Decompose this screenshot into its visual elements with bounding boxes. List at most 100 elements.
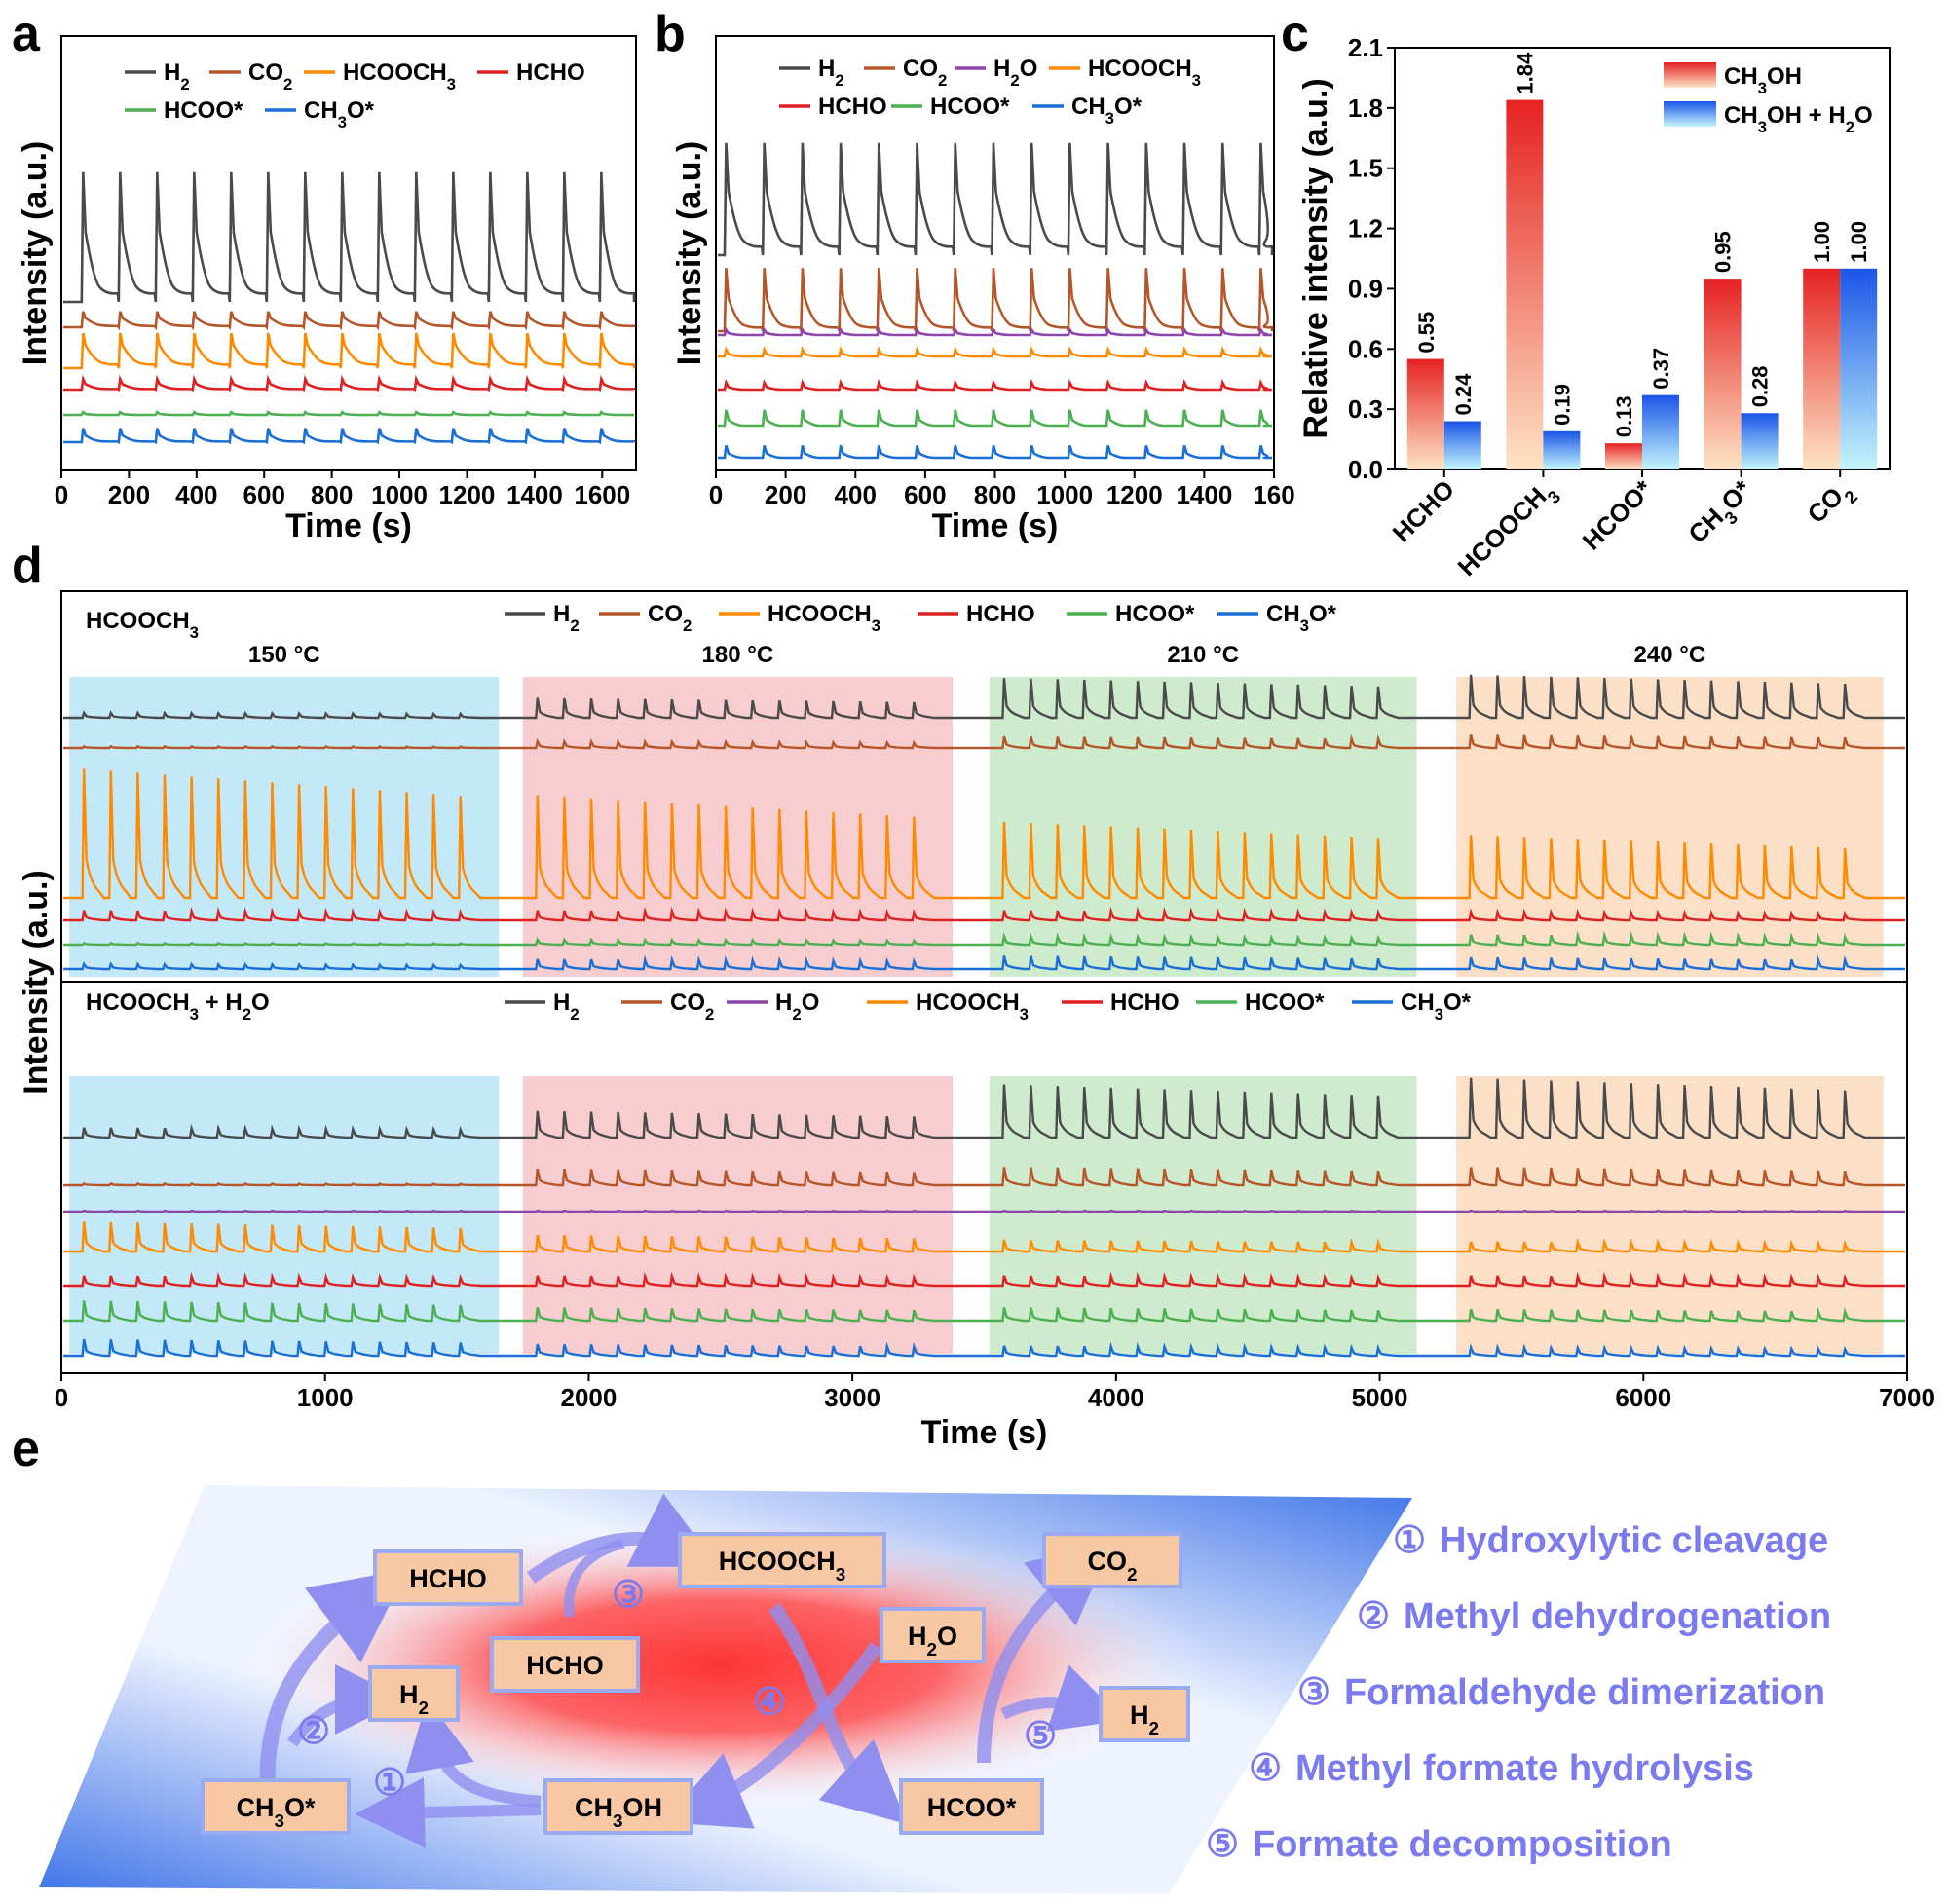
species-label: H2	[1130, 1700, 1159, 1739]
x-tick-label: 400	[835, 480, 877, 509]
legend-swatch	[1664, 62, 1716, 88]
temperature-label: 210 °C	[1167, 642, 1239, 668]
species-box	[373, 1549, 523, 1606]
x-tick-label: 1000	[1036, 480, 1093, 509]
bar-ch3oh-h2o	[1840, 268, 1878, 469]
x-axis-title: Time (s)	[921, 1414, 1048, 1451]
panel-label-d: d	[12, 538, 43, 594]
legend-label: CH3O*	[304, 97, 375, 131]
x-tick-label: 1400	[506, 480, 563, 509]
series-line-hcooch3	[63, 768, 1905, 900]
legend-label: HCOO*	[930, 93, 1010, 120]
x-tick-label: 160	[1253, 480, 1294, 509]
series-line-h2o	[718, 326, 1272, 337]
x-tick-label: 400	[175, 480, 217, 509]
legend-swatch	[1664, 101, 1716, 127]
bar-value-label: 1.84	[1513, 52, 1537, 94]
step-4-marker: ④	[753, 1682, 786, 1723]
legend-label: H2O	[993, 56, 1037, 90]
chart-b: 0 200 400 600 800 1000 1200 1400 160 Time (s) Inte…	[671, 35, 1295, 544]
x-tick-label: 4000	[1088, 1383, 1144, 1412]
panel-label-e: e	[12, 1421, 40, 1477]
series-line-h2	[63, 1077, 1905, 1139]
category-label: CH3O*	[1682, 473, 1763, 554]
temperature-label: 180 °C	[702, 642, 774, 668]
x-tick-label: 200	[108, 480, 150, 509]
step-5-marker: ⑤	[1024, 1716, 1057, 1757]
legend-label: HCOOCH3	[768, 601, 880, 635]
legend-label: CO2	[903, 56, 947, 90]
y-axis-title: Intensity (a.u.)	[671, 141, 708, 365]
x-tick-label: 1200	[439, 480, 496, 509]
chart-c: 0.0 0.3 0.6 0.9 1.2 1.5 1.8 2.1 Relative intensi…	[1297, 33, 1891, 587]
species-label: H2O	[908, 1622, 957, 1661]
bar-value-label: 0.95	[1711, 231, 1736, 273]
y-tick-label: 0.0	[1348, 455, 1383, 484]
bar-ch3oh-h2o	[1443, 421, 1481, 469]
species-label: HCHO	[409, 1564, 487, 1593]
arrow-step5-to-h2	[1000, 1664, 1125, 1732]
series-line-hcoo*	[63, 930, 1905, 947]
species-label: HCOOCH3	[719, 1547, 846, 1586]
species-label: HCHO	[526, 1651, 604, 1680]
arrow-step1-to-ch3o	[355, 1777, 542, 1848]
step-legend-label: Methyl dehydrogenation	[1404, 1596, 1831, 1637]
category-label: CO2	[1801, 474, 1861, 535]
series-line-hcoo*	[718, 409, 1272, 428]
chart-a: 0 200 400 600 800 1000 1200 1400 1600 Time (s) Int…	[17, 35, 637, 544]
x-tick-label: 1600	[574, 480, 630, 509]
y-tick-label: 0.9	[1348, 274, 1383, 303]
legend-label: HCHO	[818, 93, 887, 120]
series-line-ch3o*	[63, 954, 1905, 971]
step-legend-number: ①	[1393, 1520, 1426, 1561]
bar-ch3oh-h2o	[1642, 394, 1679, 469]
bar-value-label: 0.13	[1612, 395, 1636, 437]
x-tick-label: 800	[974, 480, 1016, 509]
species-label: CH3O*	[236, 1793, 316, 1832]
species-label: CO2	[1087, 1547, 1137, 1586]
x-tick-label: 1000	[297, 1383, 354, 1412]
x-tick-label: 800	[311, 480, 353, 509]
x-tick-label: 7000	[1879, 1383, 1935, 1412]
species-box	[1099, 1686, 1190, 1742]
temperature-window	[69, 677, 500, 977]
bar-value-label: 0.37	[1649, 348, 1673, 390]
series-line-hcho	[63, 906, 1905, 922]
temperature-window	[522, 677, 954, 977]
legend-label: HCOOCH3	[1088, 56, 1201, 90]
legend-label: CH3O*	[1401, 989, 1472, 1024]
step-legend-label: Methyl formate hydrolysis	[1295, 1748, 1754, 1789]
series-line-co2	[63, 311, 636, 331]
step-3-marker: ③	[612, 1575, 645, 1616]
subplot-title: HCOOCH3 + H2O	[86, 989, 270, 1024]
x-axis-title: Time (s)	[932, 507, 1059, 544]
series-line-co2	[63, 1167, 1905, 1187]
arrow-step2-to-hcho	[259, 1569, 408, 1798]
x-tick-label: 200	[765, 480, 806, 509]
species-box	[201, 1778, 351, 1835]
y-axis-title: Intensity (a.u.)	[18, 870, 55, 1094]
series-line-co2	[718, 268, 1274, 333]
arrow-step3-to-hcooch3	[526, 1493, 719, 1584]
arrow-step1-to-h2	[405, 1699, 542, 1808]
step-1-marker: ①	[373, 1763, 406, 1804]
y-axis-title: Intensity (a.u.)	[17, 141, 54, 365]
category-label: HCOO*	[1577, 473, 1659, 555]
legend-label: HCHO	[1110, 989, 1180, 1016]
series-line-co2	[63, 733, 1905, 750]
step-legend-number: ②	[1357, 1596, 1390, 1637]
subplot-title: HCOOCH3	[86, 608, 199, 642]
x-tick-label: 0	[55, 480, 68, 509]
category-label: HCOOCH3	[1452, 474, 1565, 587]
bar-value-label: 1.00	[1847, 221, 1871, 263]
legend-label: CH3O*	[1071, 93, 1143, 128]
panel-label-c: c	[1281, 6, 1309, 62]
bar-value-label: 0.19	[1550, 384, 1574, 426]
temperature-label: 240 °C	[1634, 642, 1706, 668]
species-label: H2	[399, 1680, 429, 1719]
series-line-ch3o*	[63, 1338, 1905, 1358]
legend-label: HCOOCH3	[343, 59, 456, 93]
x-tick-label: 5000	[1352, 1383, 1408, 1412]
series-line-h2	[63, 171, 636, 304]
